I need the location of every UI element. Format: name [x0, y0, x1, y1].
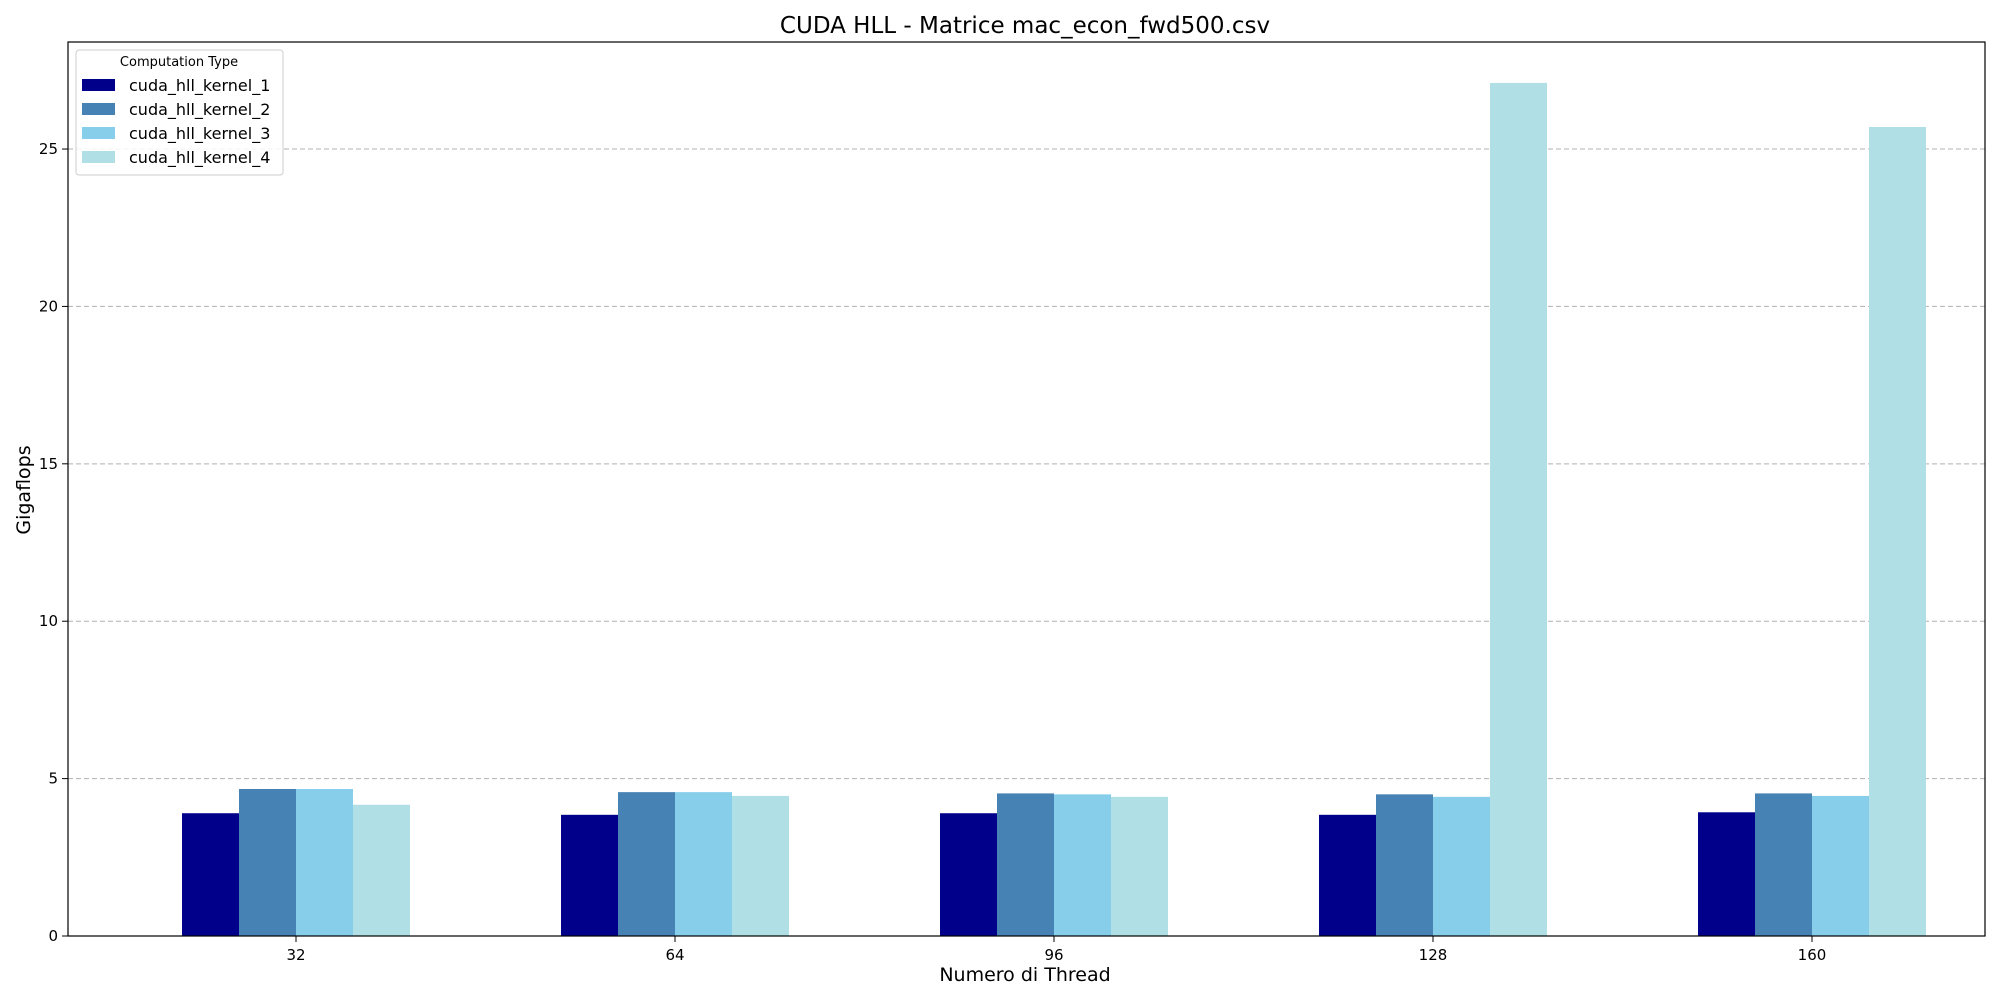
x-tick-label: 64 — [665, 946, 684, 964]
x-tick-label: 96 — [1044, 946, 1063, 964]
x-tick-label: 160 — [1798, 946, 1827, 964]
y-tick-label: 0 — [48, 927, 58, 945]
legend-entry: cuda_hll_kernel_3 — [129, 124, 270, 144]
bar-cuda_hll_kernel_1-32 — [182, 813, 239, 936]
bar-cuda_hll_kernel_3-128 — [1433, 796, 1490, 936]
legend-swatch — [82, 127, 115, 139]
y-tick-label: 5 — [48, 770, 58, 788]
legend-box — [75, 49, 284, 176]
y-axis-ticks: 0 5 10 15 20 25 — [39, 140, 68, 945]
legend-entry: cuda_hll_kernel_2 — [129, 100, 270, 120]
bar-cuda_hll_kernel_1-96 — [940, 813, 997, 936]
x-axis-ticks: 32 64 96 128 160 — [286, 936, 1826, 964]
y-tick-label: 25 — [39, 140, 58, 158]
bar-cuda_hll_kernel_2-32 — [239, 788, 296, 936]
bar-cuda_hll_kernel_3-96 — [1054, 794, 1111, 936]
bar-cuda_hll_kernel_2-64 — [618, 792, 675, 936]
bar-cuda_hll_kernel_4-64 — [732, 795, 789, 936]
legend-swatch — [82, 151, 115, 163]
bar-cuda_hll_kernel_4-96 — [1111, 796, 1168, 936]
legend-swatch — [82, 103, 115, 115]
y-axis-label: Gigaflops — [13, 445, 35, 534]
bars — [182, 82, 1926, 936]
bar-cuda_hll_kernel_1-64 — [561, 814, 618, 936]
x-axis-label: Numero di Thread — [939, 964, 1110, 986]
bar-cuda_hll_kernel_2-160 — [1755, 793, 1812, 936]
bar-cuda_hll_kernel_3-32 — [296, 788, 353, 936]
bar-cuda_hll_kernel_1-160 — [1698, 812, 1755, 936]
y-tick-label: 20 — [39, 297, 58, 315]
bar-cuda_hll_kernel_4-160 — [1869, 126, 1926, 936]
bar-cuda_hll_kernel_2-128 — [1376, 794, 1433, 936]
bar-cuda_hll_kernel_1-128 — [1319, 814, 1376, 936]
bar-cuda_hll_kernel_3-160 — [1812, 795, 1869, 936]
y-tick-label: 10 — [39, 612, 58, 630]
y-tick-label: 15 — [39, 455, 58, 473]
legend-entry: cuda_hll_kernel_4 — [129, 148, 270, 168]
x-tick-label: 128 — [1419, 946, 1448, 964]
legend-swatch — [82, 79, 115, 91]
bar-cuda_hll_kernel_4-32 — [353, 804, 410, 936]
bar-cuda_hll_kernel_4-128 — [1490, 82, 1547, 936]
chart-title: CUDA HLL - Matrice mac_econ_fwd500.csv — [780, 13, 1270, 39]
x-tick-label: 32 — [286, 946, 305, 964]
bar-cuda_hll_kernel_3-64 — [675, 792, 732, 936]
plot-area-frame — [67, 41, 1986, 937]
legend-entry: cuda_hll_kernel_1 — [129, 76, 270, 96]
legend-title: Computation Type — [120, 55, 238, 70]
legend: Computation Type cuda_hll_kernel_1 cuda_h… — [75, 49, 284, 176]
bar-cuda_hll_kernel_2-96 — [997, 793, 1054, 936]
